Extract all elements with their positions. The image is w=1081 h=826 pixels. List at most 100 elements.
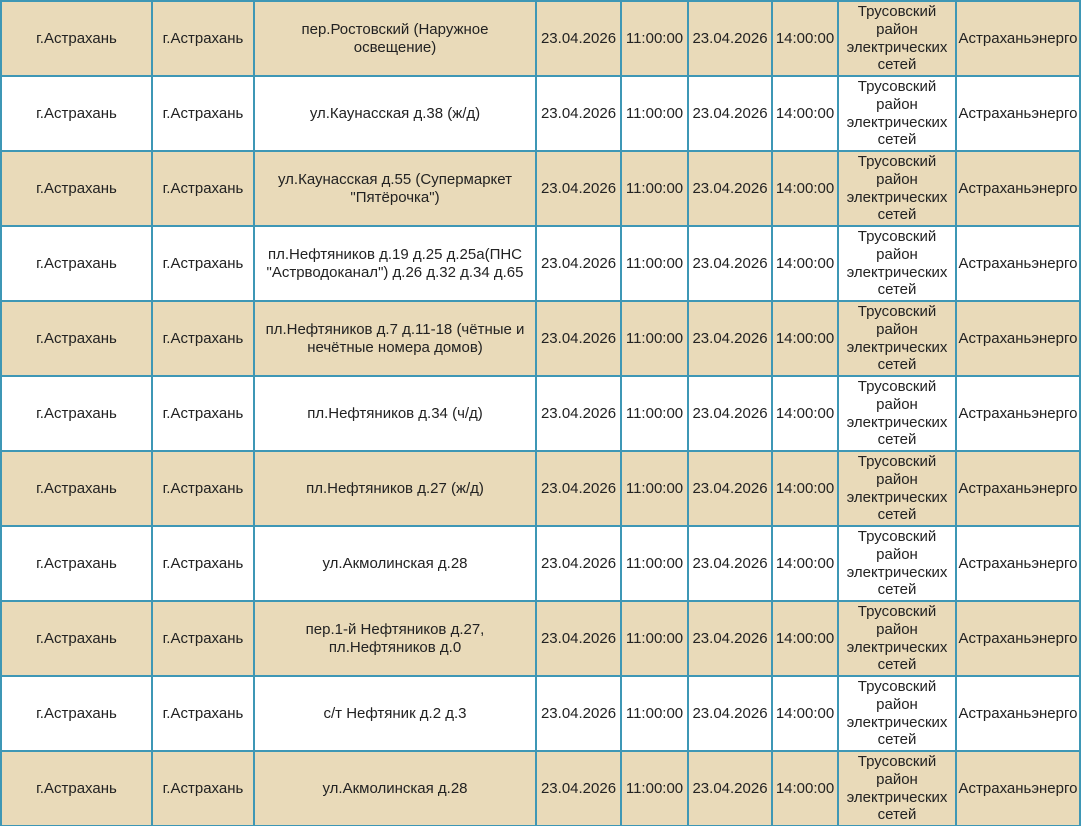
grid-branch-cell: Трусовский район электрических сетей (839, 2, 957, 77)
end-date-cell: 23.04.2026 (689, 602, 773, 677)
grid-branch-cell: Трусовский район электрических сетей (839, 602, 957, 677)
company-cell: Астраханьэнерго (957, 677, 1081, 752)
end-time-cell: 14:00:00 (773, 152, 839, 227)
end-date-cell: 23.04.2026 (689, 677, 773, 752)
grid-branch-cell: Трусовский район электрических сетей (839, 677, 957, 752)
city-cell: г.Астрахань (153, 452, 255, 527)
city-cell: г.Астрахань (153, 677, 255, 752)
region-city-cell: г.Астрахань (2, 752, 153, 826)
end-date-cell: 23.04.2026 (689, 452, 773, 527)
end-date-cell: 23.04.2026 (689, 302, 773, 377)
company-cell: Астраханьэнерго (957, 77, 1081, 152)
start-date-cell: 23.04.2026 (537, 677, 622, 752)
start-time-cell: 11:00:00 (622, 602, 689, 677)
city-cell: г.Астрахань (153, 227, 255, 302)
end-date-cell: 23.04.2026 (689, 377, 773, 452)
start-date-cell: 23.04.2026 (537, 377, 622, 452)
city-cell: г.Астрахань (153, 152, 255, 227)
address-cell: ул.Каунасская д.55 (Супермаркет "Пятёроч… (255, 152, 537, 227)
start-date-cell: 23.04.2026 (537, 2, 622, 77)
city-cell: г.Астрахань (153, 2, 255, 77)
city-cell: г.Астрахань (153, 302, 255, 377)
start-time-cell: 11:00:00 (622, 77, 689, 152)
company-cell: Астраханьэнерго (957, 302, 1081, 377)
city-cell: г.Астрахань (153, 77, 255, 152)
company-cell: Астраханьэнерго (957, 452, 1081, 527)
region-city-cell: г.Астрахань (2, 2, 153, 77)
start-date-cell: 23.04.2026 (537, 527, 622, 602)
company-cell: Астраханьэнерго (957, 2, 1081, 77)
region-city-cell: г.Астрахань (2, 227, 153, 302)
start-time-cell: 11:00:00 (622, 302, 689, 377)
end-time-cell: 14:00:00 (773, 227, 839, 302)
start-date-cell: 23.04.2026 (537, 452, 622, 527)
grid-branch-cell: Трусовский район электрических сетей (839, 377, 957, 452)
start-date-cell: 23.04.2026 (537, 752, 622, 826)
company-cell: Астраханьэнерго (957, 752, 1081, 826)
grid-branch-cell: Трусовский район электрических сетей (839, 752, 957, 826)
address-cell: пер.1-й Нефтяников д.27, пл.Нефтяников д… (255, 602, 537, 677)
end-time-cell: 14:00:00 (773, 77, 839, 152)
company-cell: Астраханьэнерго (957, 377, 1081, 452)
region-city-cell: г.Астрахань (2, 452, 153, 527)
end-time-cell: 14:00:00 (773, 602, 839, 677)
start-date-cell: 23.04.2026 (537, 302, 622, 377)
grid-branch-cell: Трусовский район электрических сетей (839, 152, 957, 227)
start-time-cell: 11:00:00 (622, 227, 689, 302)
city-cell: г.Астрахань (153, 602, 255, 677)
grid-branch-cell: Трусовский район электрических сетей (839, 227, 957, 302)
end-time-cell: 14:00:00 (773, 302, 839, 377)
address-cell: пер.Ростовский (Наружное освещение) (255, 2, 537, 77)
region-city-cell: г.Астрахань (2, 302, 153, 377)
start-date-cell: 23.04.2026 (537, 77, 622, 152)
grid-branch-cell: Трусовский район электрических сетей (839, 77, 957, 152)
address-cell: с/т Нефтяник д.2 д.3 (255, 677, 537, 752)
company-cell: Астраханьэнерго (957, 152, 1081, 227)
start-time-cell: 11:00:00 (622, 2, 689, 77)
start-time-cell: 11:00:00 (622, 752, 689, 826)
company-cell: Астраханьэнерго (957, 602, 1081, 677)
end-date-cell: 23.04.2026 (689, 227, 773, 302)
end-time-cell: 14:00:00 (773, 2, 839, 77)
city-cell: г.Астрахань (153, 752, 255, 826)
end-date-cell: 23.04.2026 (689, 77, 773, 152)
address-cell: ул.Акмолинская д.28 (255, 752, 537, 826)
start-time-cell: 11:00:00 (622, 152, 689, 227)
region-city-cell: г.Астрахань (2, 77, 153, 152)
start-date-cell: 23.04.2026 (537, 602, 622, 677)
address-cell: ул.Каунасская д.38 (ж/д) (255, 77, 537, 152)
region-city-cell: г.Астрахань (2, 677, 153, 752)
company-cell: Астраханьэнерго (957, 527, 1081, 602)
address-cell: пл.Нефтяников д.34 (ч/д) (255, 377, 537, 452)
end-date-cell: 23.04.2026 (689, 152, 773, 227)
company-cell: Астраханьэнерго (957, 227, 1081, 302)
city-cell: г.Астрахань (153, 377, 255, 452)
end-time-cell: 14:00:00 (773, 527, 839, 602)
end-time-cell: 14:00:00 (773, 377, 839, 452)
address-cell: пл.Нефтяников д.27 (ж/д) (255, 452, 537, 527)
end-date-cell: 23.04.2026 (689, 527, 773, 602)
end-date-cell: 23.04.2026 (689, 752, 773, 826)
address-cell: ул.Акмолинская д.28 (255, 527, 537, 602)
start-time-cell: 11:00:00 (622, 452, 689, 527)
end-date-cell: 23.04.2026 (689, 2, 773, 77)
start-time-cell: 11:00:00 (622, 677, 689, 752)
start-time-cell: 11:00:00 (622, 377, 689, 452)
grid-branch-cell: Трусовский район электрических сетей (839, 452, 957, 527)
region-city-cell: г.Астрахань (2, 152, 153, 227)
start-time-cell: 11:00:00 (622, 527, 689, 602)
city-cell: г.Астрахань (153, 527, 255, 602)
end-time-cell: 14:00:00 (773, 677, 839, 752)
region-city-cell: г.Астрахань (2, 602, 153, 677)
grid-branch-cell: Трусовский район электрических сетей (839, 302, 957, 377)
end-time-cell: 14:00:00 (773, 452, 839, 527)
start-date-cell: 23.04.2026 (537, 152, 622, 227)
end-time-cell: 14:00:00 (773, 752, 839, 826)
address-cell: пл.Нефтяников д.7 д.11-18 (чётные и нечё… (255, 302, 537, 377)
address-cell: пл.Нефтяников д.19 д.25 д.25а(ПНС "Астрв… (255, 227, 537, 302)
region-city-cell: г.Астрахань (2, 377, 153, 452)
start-date-cell: 23.04.2026 (537, 227, 622, 302)
region-city-cell: г.Астрахань (2, 527, 153, 602)
